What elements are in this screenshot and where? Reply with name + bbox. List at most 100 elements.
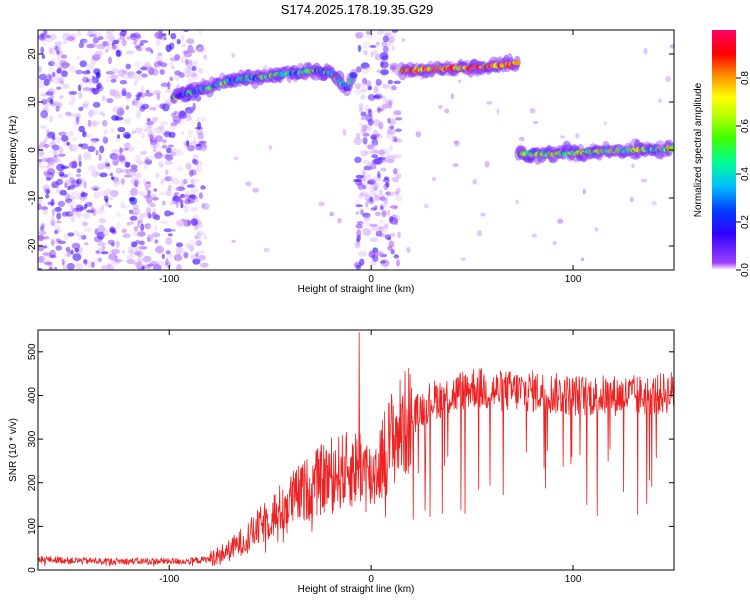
noise-scatter-blob (105, 198, 109, 204)
noise-scatter-blob (154, 152, 163, 160)
noise-scatter-blob (38, 79, 45, 88)
noise-scatter-blob (77, 84, 82, 92)
noise-scatter-blob (96, 231, 105, 240)
noise-scatter-blob (183, 252, 189, 259)
noise-scatter-blob (96, 43, 106, 50)
faint-speckle (452, 163, 459, 168)
noise-scatter-blob (117, 134, 120, 139)
vertical-band-blob (370, 136, 377, 140)
faint-speckle (252, 187, 259, 193)
vertical-band-blob (355, 211, 359, 215)
noise-scatter-blob (100, 251, 109, 255)
noise-scatter-blob (113, 90, 118, 97)
noise-scatter-blob (71, 144, 79, 152)
noise-scatter-blob (146, 66, 155, 73)
noise-scatter-blob (50, 57, 56, 65)
faint-speckle (262, 65, 268, 71)
noise-scatter-blob (144, 92, 154, 97)
noise-scatter-blob (152, 68, 159, 76)
noise-scatter-blob (135, 179, 142, 184)
noise-scatter-blob (75, 116, 80, 125)
spectrogram-x-label: Height of straight line (km) (298, 284, 415, 295)
snr-series-line (38, 332, 674, 567)
noise-scatter-blob (58, 146, 64, 154)
noise-scatter-blob (118, 32, 125, 36)
vertical-band-blob (393, 80, 401, 85)
noise-scatter-blob (126, 258, 136, 265)
noise-scatter-blob (156, 32, 161, 39)
vertical-band-blob (357, 182, 364, 191)
noise-scatter-blob (47, 88, 54, 96)
vertical-band-blob (368, 185, 378, 192)
vertical-band-blob (381, 83, 391, 89)
noise-scatter-blob (137, 257, 143, 265)
noise-scatter-blob (86, 43, 95, 49)
vertical-band-blob (376, 133, 380, 137)
noise-scatter-blob (110, 74, 118, 80)
noise-scatter-blob (134, 166, 138, 172)
noise-scatter-blob (127, 169, 137, 177)
noise-scatter-blob (106, 188, 111, 195)
noise-scatter-blob (58, 131, 67, 137)
faint-speckle (268, 145, 273, 150)
noise-scatter-blob (128, 209, 134, 215)
noise-scatter-blob (99, 145, 105, 154)
noise-scatter-blob (147, 266, 151, 270)
noise-scatter-blob (165, 154, 174, 161)
noise-scatter-blob (173, 148, 180, 156)
noise-scatter-blob (125, 223, 131, 227)
noise-scatter-blob (41, 54, 46, 59)
noise-scatter-blob (183, 51, 193, 58)
noise-scatter-blob (120, 169, 128, 173)
noise-scatter-blob (135, 94, 141, 98)
vertical-band-blob (357, 251, 367, 257)
noise-scatter-blob (134, 154, 142, 162)
noise-scatter-blob (153, 207, 157, 213)
vertical-band-blob (375, 230, 383, 237)
faint-speckle (603, 121, 607, 126)
noise-scatter-blob (127, 71, 136, 79)
noise-scatter-blob (83, 180, 87, 189)
noise-scatter-blob (159, 69, 165, 75)
noise-scatter-blob (158, 125, 165, 130)
noise-scatter-blob (45, 157, 53, 163)
noise-scatter-blob (142, 255, 152, 263)
noise-scatter-blob (44, 36, 54, 43)
noise-scatter-blob (91, 42, 97, 48)
noise-scatter-blob (136, 70, 142, 75)
noise-scatter-blob (187, 44, 194, 53)
vertical-band-blob (362, 184, 367, 190)
noise-scatter-blob (78, 91, 82, 100)
noise-scatter-blob (115, 240, 120, 248)
vertical-band-blob (387, 237, 392, 241)
noise-scatter-blob (93, 187, 99, 191)
noise-scatter-blob (71, 242, 81, 250)
noise-scatter-blob (50, 33, 57, 40)
noise-scatter-blob (72, 230, 79, 236)
faint-speckle (384, 223, 389, 229)
noise-scatter-blob (141, 266, 145, 270)
noise-scatter-blob (129, 168, 138, 173)
noise-scatter-blob (186, 191, 190, 197)
noise-scatter-blob (111, 149, 120, 154)
vertical-band-blob (359, 129, 367, 134)
noise-scatter-blob (185, 59, 189, 66)
noise-scatter-blob (57, 113, 64, 120)
vertical-band-blob (381, 194, 386, 201)
vertical-band-blob (391, 154, 397, 161)
noise-scatter-blob (95, 250, 100, 254)
noise-scatter-blob (90, 206, 95, 214)
noise-scatter-blob (40, 46, 45, 55)
vertical-band-blob (373, 129, 378, 136)
noise-scatter-blob (54, 224, 60, 230)
noise-scatter-blob (105, 30, 115, 35)
noise-scatter-blob (164, 210, 172, 217)
noise-scatter-blob (174, 70, 182, 76)
noise-scatter-blob (138, 240, 145, 246)
vertical-band-blob (390, 232, 396, 237)
vertical-band-blob (388, 36, 395, 43)
x-tick-label: -100 (159, 274, 179, 285)
noise-scatter-blob (190, 254, 200, 260)
faint-speckle (643, 47, 648, 55)
vertical-band-blob (353, 178, 362, 183)
